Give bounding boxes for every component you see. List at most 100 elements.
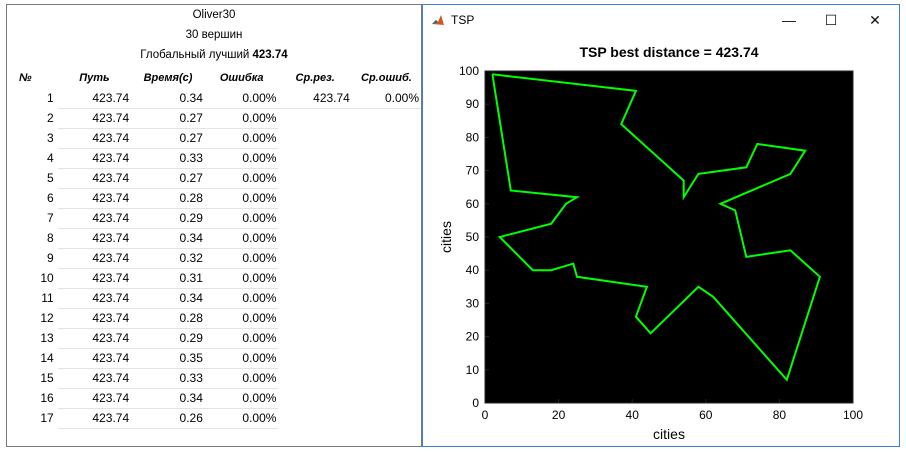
table-body: 1 423.74 0.34 0.00% 423.74 0.00% 2 423.74 0.27 0.… [7,88,421,429]
maximize-button[interactable]: ☐ [824,12,838,28]
table-header-row: № Путь Время(с) Ошибка Ср.рез. Ср.ошиб. [7,68,421,88]
cell-error: 0.00% [204,328,279,349]
cell-avg-result: 423.74 [278,88,352,109]
cell-error: 0.00% [204,228,279,249]
global-best-value: 423.74 [252,49,288,61]
y-tick-label: 50 [466,230,480,244]
row-number: 8 [47,231,54,245]
cell-time: 0.28 [131,188,205,209]
y-tick-label: 10 [466,363,480,377]
cell-error: 0.00% [204,188,279,209]
table-row: 16 423.74 0.34 0.00% [7,388,421,409]
global-best: Глобальный лучший 423.74 [7,45,421,65]
matlab-icon [431,13,445,27]
cell-error: 0.00% [204,168,279,189]
minimize-button[interactable]: — [782,12,796,28]
cell-avg-result [278,128,351,148]
cell-avg-result [278,188,351,208]
cell-time: 0.33 [131,148,205,169]
global-best-label: Глобальный лучший [140,49,253,61]
cell-time: 0.27 [131,168,205,189]
cell-avg-error [352,348,421,368]
table-row: 13 423.74 0.29 0.00% [7,328,421,349]
cell-time: 0.33 [131,368,205,389]
row-number: 7 [47,211,54,225]
table-row: 3 423.74 0.27 0.00% [7,128,421,149]
cell-avg-error [352,188,421,208]
y-tick-label: 30 [466,296,480,310]
cell-error: 0.00% [204,388,279,409]
cell-error: 0.00% [204,348,279,369]
cell-error: 0.00% [204,408,279,429]
x-tick-label: 100 [843,408,863,422]
table-row: 15 423.74 0.33 0.00% [7,368,421,389]
cell-avg-result [278,348,351,368]
cell-error: 0.00% [204,208,279,229]
cell-avg-error [352,228,421,248]
cell-avg-result [278,168,351,188]
table-row: 17 423.74 0.26 0.00% [7,408,421,429]
cell-error: 0.00% [204,288,279,309]
figure-window: TSP — ☐ ✕ TSP best distance = 423.74 0 20 4… [422,4,900,447]
x-tick-label: 80 [773,408,787,422]
y-tick-label: 0 [472,396,479,410]
results-panel: Oliver30 30 вершин Глобальный лучший 423… [6,4,422,447]
cell-path: 423.74 [57,88,132,109]
cell-avg-error [352,208,421,228]
y-tick-label: 90 [466,97,480,111]
cell-time: 0.29 [131,208,205,229]
cell-path: 423.74 [57,368,132,389]
x-tick-label: 60 [699,408,713,422]
cell-avg-error [352,148,421,168]
col-time: Время(с) [143,72,193,84]
cell-avg-error [352,108,421,128]
table-row: 7 423.74 0.29 0.00% [7,208,421,229]
y-axis-label: cities [438,221,454,253]
cell-avg-result [278,148,351,168]
cell-error: 0.00% [204,268,279,289]
cell-time: 0.32 [131,248,205,269]
row-number: 11 [41,291,54,305]
window-title: TSP [451,13,475,27]
cell-avg-result [278,328,351,348]
cell-time: 0.29 [131,328,205,349]
y-tick-label: 60 [466,197,480,211]
cell-avg-result [278,308,351,328]
cell-error: 0.00% [204,108,279,129]
cell-time: 0.27 [131,108,205,129]
window-titlebar[interactable]: TSP — ☐ ✕ [423,5,899,35]
row-number: 14 [40,351,54,365]
close-button[interactable]: ✕ [869,12,881,28]
cell-path: 423.74 [57,148,132,169]
cell-avg-error [352,168,421,188]
row-number: 2 [47,111,54,125]
cell-avg-result [278,208,351,228]
chart-title: TSP best distance = 423.74 [579,44,758,60]
cell-time: 0.26 [131,408,205,429]
cell-path: 423.74 [57,268,132,289]
cell-avg-result [278,268,351,288]
x-axis-label: cities [653,426,685,442]
row-number: 12 [40,311,54,325]
plot-area [484,70,854,404]
table-row: 10 423.74 0.31 0.00% [7,268,421,289]
table-row: 1 423.74 0.34 0.00% 423.74 0.00% [7,88,421,109]
results-table: № Путь Время(с) Ошибка Ср.рез. Ср.ошиб. … [7,68,421,429]
instance-name: Oliver30 [192,9,236,21]
cell-path: 423.74 [57,248,132,269]
cell-avg-error [352,308,421,328]
col-path: Путь [79,72,110,84]
row-number: 5 [47,171,54,185]
cell-time: 0.35 [131,348,205,369]
table-row: 2 423.74 0.27 0.00% [7,108,421,129]
cell-error: 0.00% [204,308,279,329]
cell-avg-result [278,288,351,308]
table-row: 11 423.74 0.34 0.00% [7,288,421,309]
cell-avg-error [352,248,421,268]
row-number: 1 [47,91,54,105]
cell-avg-result [278,228,351,248]
cell-avg-error [352,388,421,408]
cell-avg-error [352,128,421,148]
cell-path: 423.74 [57,328,132,349]
y-tick-label: 20 [466,330,480,344]
